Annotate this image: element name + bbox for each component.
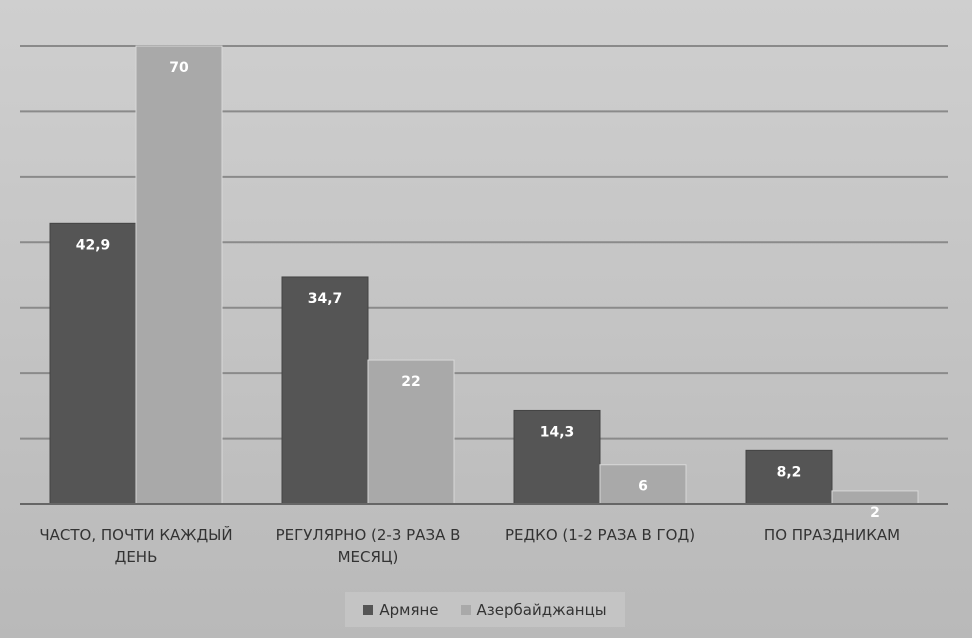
legend-swatch	[460, 604, 471, 615]
bar	[281, 276, 369, 505]
value-label: 2	[870, 505, 880, 521]
bar	[831, 490, 919, 505]
bar	[599, 464, 687, 505]
bar	[49, 222, 137, 505]
value-label: 70	[169, 60, 189, 76]
value-label: 8,2	[777, 464, 802, 480]
legend-label: Армяне	[379, 600, 439, 619]
x-tick-label: ПО ПРАЗДНИКАМ	[763, 526, 901, 544]
bar	[135, 45, 223, 505]
x-tick-label: РЕГУЛЯРНО (2-3 РАЗА В МЕСЯЦ)	[275, 526, 461, 566]
legend-swatch	[363, 604, 374, 615]
legend-label: Азербайджанцы	[476, 600, 607, 619]
legend: Армяне Азербайджанцы	[345, 592, 625, 627]
legend-item: Армяне	[363, 600, 439, 619]
value-label: 34,7	[308, 291, 343, 307]
x-tick-label: РЕДКО (1-2 РАЗА В ГОД)	[504, 526, 696, 544]
value-label: 42,9	[76, 237, 111, 253]
legend-item: Азербайджанцы	[460, 600, 607, 619]
bar	[513, 409, 601, 505]
value-label: 6	[638, 479, 648, 495]
value-label: 22	[401, 374, 420, 390]
value-label: 14,3	[540, 424, 575, 440]
x-tick-label: ЧАСТО, ПОЧТИ КАЖДЫЙ ДЕНЬ	[39, 526, 233, 566]
